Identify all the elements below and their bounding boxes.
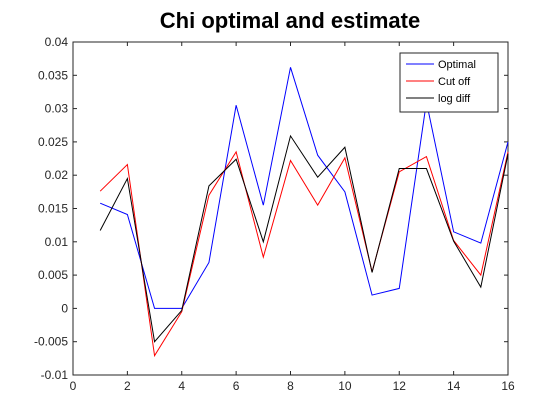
x-tick-label: 4 (178, 379, 185, 393)
series-line-optimal (99, 67, 509, 309)
y-tick-label: 0.025 (38, 135, 68, 149)
series-line-log-diff (99, 134, 509, 343)
series-layer (99, 67, 509, 358)
y-axis: -0.01 -0.005 0 0.005 0.01 0.015 0.02 0.025 0.03 0… (34, 35, 508, 382)
x-tick-label: 14 (447, 379, 461, 393)
legend-label: log diff (438, 93, 471, 105)
y-tick-label: 0.015 (38, 202, 68, 216)
y-tick-label: 0.03 (45, 102, 69, 116)
y-tick-label: 0.04 (45, 35, 69, 49)
x-tick-label: 6 (233, 379, 240, 393)
x-tick-label: 8 (287, 379, 294, 393)
legend-box (399, 52, 499, 113)
x-tick-label: 16 (501, 379, 515, 393)
legend: Optimal Cut off log diff (399, 52, 499, 113)
x-axis: 0 2 4 6 8 10 12 14 16 (70, 42, 515, 393)
legend-label: Optimal (438, 59, 476, 71)
x-tick-label: 10 (338, 379, 352, 393)
series-line-cut-off (99, 150, 509, 358)
chart-title: Chi optimal and estimate (160, 8, 420, 33)
y-tick-label: -0.005 (34, 335, 68, 349)
x-tick-label: 2 (124, 379, 131, 393)
y-tick-label: 0.02 (45, 168, 69, 182)
y-tick-label: 0.005 (38, 268, 68, 282)
x-tick-label: 12 (393, 379, 407, 393)
legend-label: Cut off (438, 76, 471, 88)
x-tick-label: 0 (70, 379, 77, 393)
y-tick-label: 0 (61, 301, 68, 315)
y-tick-label: 0.01 (45, 235, 69, 249)
y-tick-label: -0.01 (41, 368, 69, 382)
y-tick-label: 0.035 (38, 68, 68, 82)
